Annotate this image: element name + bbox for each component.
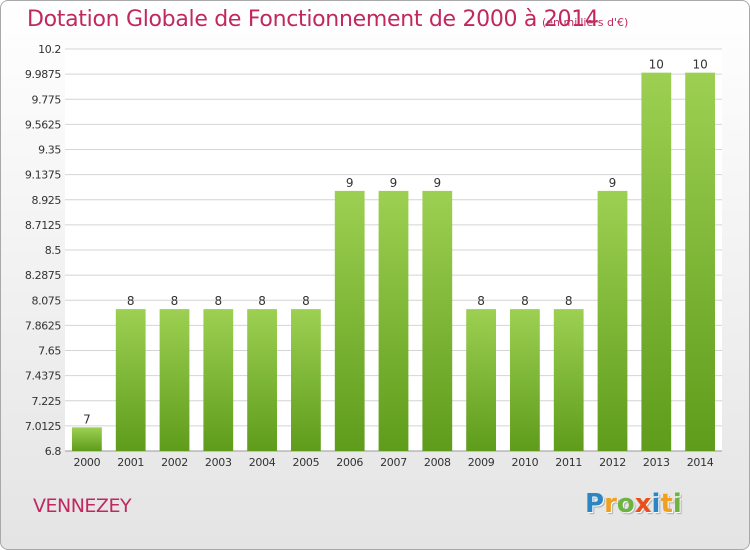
x-tick-label: 2009 (468, 456, 495, 469)
x-tick-label: 2005 (293, 456, 320, 469)
y-tick-label: 7.8625 (25, 319, 61, 332)
bar (685, 72, 715, 451)
data-label: 8 (214, 294, 222, 308)
bars: 7 8 8 8 8 8 9 9 9 8 8 8 9 10 10 (72, 58, 715, 451)
x-tick-label: 2004 (249, 456, 276, 469)
y-tick-label: 10.2 (38, 43, 61, 56)
x-tick-label: 2002 (161, 456, 188, 469)
data-label: 10 (692, 58, 707, 72)
bar (466, 309, 496, 451)
logo-letter: o (616, 489, 635, 519)
data-label: 8 (302, 294, 310, 308)
y-tick-label: 9.9875 (25, 68, 61, 81)
y-tick-label: 7.0125 (25, 420, 61, 433)
data-label: 7 (83, 412, 91, 426)
x-tick-label: 2003 (205, 456, 232, 469)
data-label: 8 (565, 294, 573, 308)
bar (334, 190, 365, 451)
bar (641, 72, 672, 451)
logo-letter: i (672, 489, 682, 519)
y-tick-label: 8.7125 (25, 219, 61, 232)
y-tick-label: 7.225 (32, 395, 62, 408)
y-tick-label: 7.4375 (25, 370, 61, 383)
chart-unit-note: (en milliers d'€) (542, 16, 629, 29)
data-label: 9 (346, 176, 354, 190)
x-tick-label: 2001 (117, 456, 144, 469)
y-tick-label: 9.775 (32, 93, 62, 106)
bar (72, 427, 102, 451)
data-label: 8 (521, 294, 529, 308)
bar (291, 309, 321, 451)
x-tick-label: 2000 (74, 456, 101, 469)
data-label: 8 (171, 294, 179, 308)
x-tick-label: 2007 (380, 456, 407, 469)
y-tick-label: 7.65 (38, 345, 61, 358)
x-tick-label: 2012 (599, 456, 626, 469)
y-tick-label: 8.5 (45, 244, 62, 257)
y-tick-label: 8.075 (32, 294, 62, 307)
y-tick-label: 9.1375 (25, 169, 61, 182)
x-tick-label: 2014 (687, 456, 714, 469)
x-tick-label: 2006 (336, 456, 363, 469)
x-tick-label: 2011 (555, 456, 582, 469)
y-tick-label: 8.2875 (25, 269, 61, 282)
logo-letter: i (651, 489, 661, 519)
bar (203, 309, 234, 451)
y-tick-label: 6.8 (45, 445, 62, 458)
x-tick-label: 2008 (424, 456, 451, 469)
logo-letter: P (585, 489, 605, 519)
data-label: 10 (649, 58, 664, 72)
bar (510, 309, 540, 451)
bar (597, 190, 628, 451)
logo-letter: t (660, 489, 673, 519)
commune-name: VENNEZEY (33, 495, 132, 517)
x-tick-label: 2013 (643, 456, 670, 469)
y-tick-label: 9.5625 (25, 118, 61, 131)
data-label: 9 (390, 176, 398, 190)
y-tick-label: 9.35 (38, 144, 61, 157)
proxiti-logo[interactable]: Proxiti (585, 489, 682, 519)
data-label: 8 (258, 294, 266, 308)
logo-letter: r (604, 489, 617, 519)
data-label: 8 (477, 294, 485, 308)
bar (159, 309, 190, 451)
y-axis: 6.8 7.0125 7.225 7.4375 7.65 7.8625 8.075 8.287… (25, 43, 722, 458)
x-tick-label: 2010 (512, 456, 539, 469)
y-tick-label: 8.925 (32, 194, 62, 207)
bar (247, 309, 277, 451)
x-axis: 2000 2001 2002 2003 2004 2005 2006 2007 2008 2009… (74, 456, 715, 469)
chart-title: Dotation Globale de Fonctionnement de 20… (27, 7, 599, 32)
data-label: 8 (127, 294, 135, 308)
bar (378, 190, 409, 451)
data-label: 9 (609, 176, 617, 190)
bar (553, 309, 584, 451)
bar (422, 190, 453, 451)
logo-letter: x (634, 489, 652, 519)
bar (115, 309, 146, 451)
data-label: 9 (433, 176, 441, 190)
